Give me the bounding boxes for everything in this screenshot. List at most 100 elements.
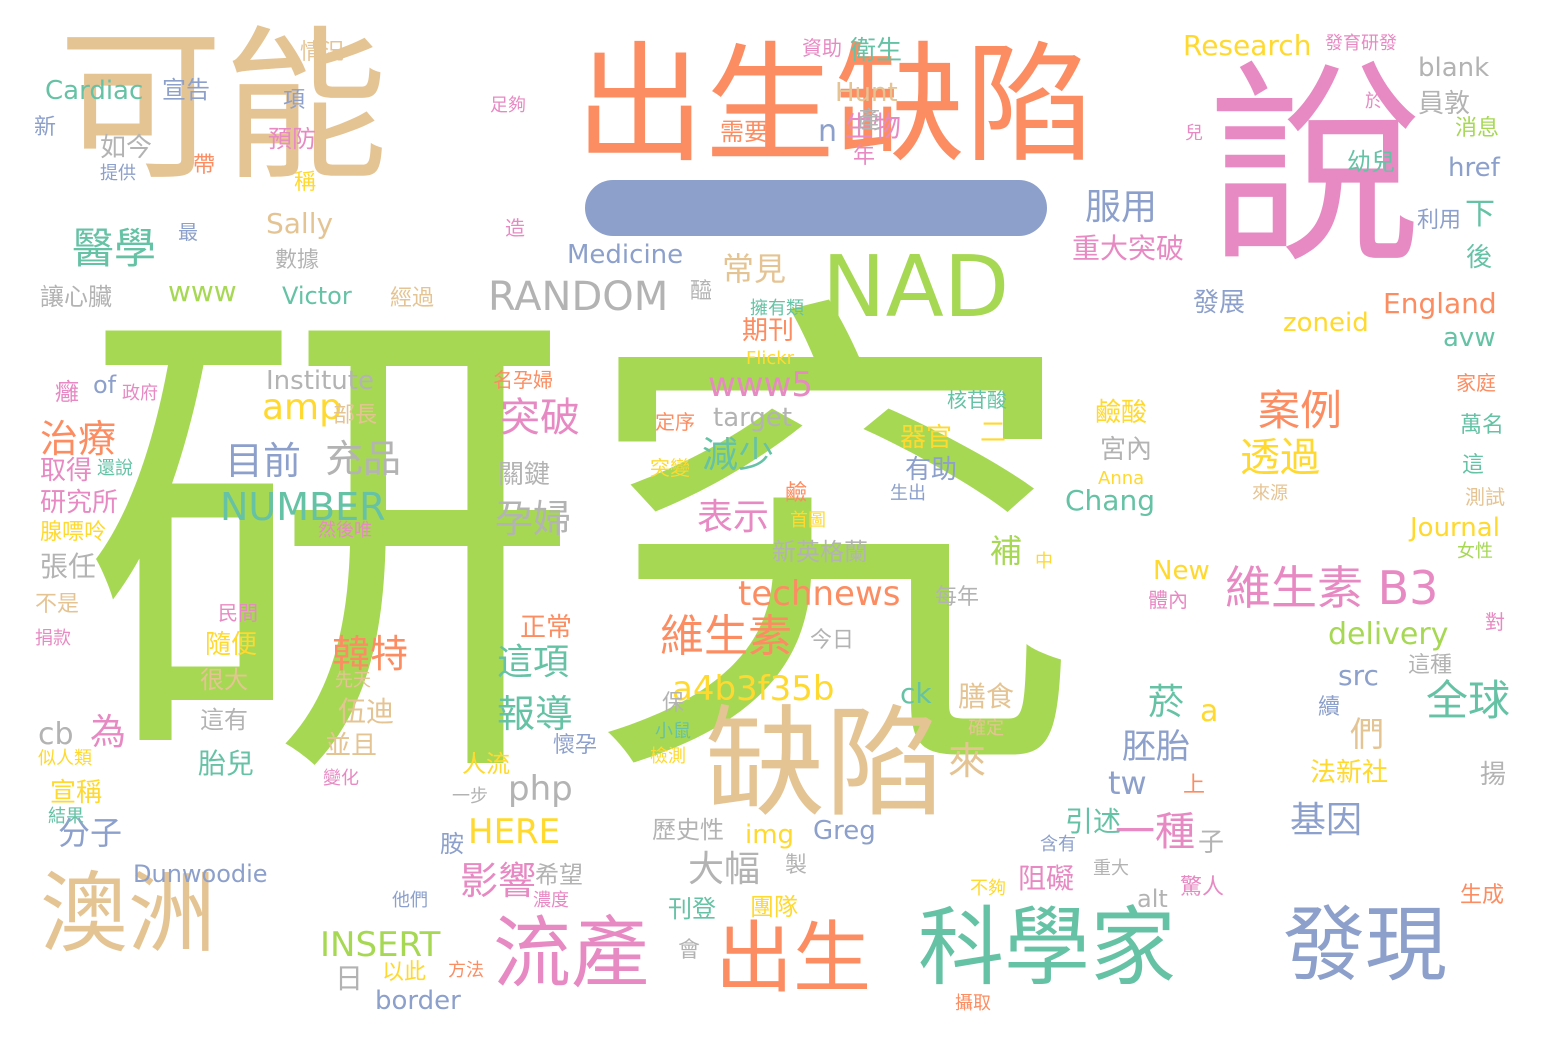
word-141: 檢測 — [650, 746, 686, 767]
word-170: 兒 — [1185, 123, 1203, 144]
word-30: 表示 — [697, 497, 770, 538]
word-72: 為 — [90, 712, 127, 753]
word-114: 民間 — [218, 601, 258, 625]
word-24: www5 — [708, 365, 814, 405]
word-80: 們 — [1350, 715, 1384, 755]
word-10: 科學家 — [918, 898, 1176, 998]
word-173: 利用 — [1417, 208, 1462, 233]
word-190: 子 — [1198, 828, 1225, 858]
word-147: 新英格蘭 — [772, 538, 868, 566]
word-96: 帶 — [193, 153, 216, 178]
word-152: 二 — [980, 418, 1007, 448]
word-145: 今日 — [810, 628, 855, 653]
word-188: 上 — [1183, 773, 1206, 798]
word-3: 說 — [1208, 42, 1423, 293]
word-198: 發育研發 — [1325, 33, 1397, 54]
word-102: 經過 — [390, 286, 435, 311]
word-49: Chang — [1065, 484, 1155, 517]
word-160: 關鍵 — [498, 460, 551, 490]
word-132: 他們 — [392, 890, 428, 911]
word-51: blank — [1418, 53, 1490, 83]
word-81: 來 — [948, 739, 987, 783]
word-91: 項 — [283, 88, 306, 113]
word-184: 這種 — [1408, 653, 1453, 678]
word-192: 含有 — [1040, 834, 1076, 855]
word-138: 團隊 — [750, 893, 798, 921]
word-126: 人流 — [462, 750, 510, 778]
word-149: 確定 — [968, 718, 1004, 739]
word-161: 定序 — [655, 410, 695, 434]
word-174: 下 — [1465, 197, 1495, 232]
word-17: NUMBER — [220, 485, 386, 529]
word-1: 可能 — [58, 11, 388, 203]
word-150: 中 — [1035, 551, 1053, 572]
word-35: delivery — [1328, 617, 1449, 652]
word-85: 衛生 — [850, 36, 903, 66]
word-168: 員敦 — [1418, 89, 1471, 119]
word-134: 方法 — [448, 960, 484, 981]
word-189: 引述 — [1065, 805, 1122, 838]
word-169: 幼兒 — [1347, 148, 1395, 176]
word-193: 重大 — [1093, 858, 1129, 879]
word-82: 補 — [990, 532, 1023, 570]
word-157: 核苷酸 — [947, 388, 1007, 412]
word-53: target — [713, 403, 793, 433]
word-34: 報導 — [497, 692, 574, 736]
word-92: 預防 — [268, 125, 316, 153]
word-18: a4b3f35b — [672, 669, 835, 709]
word-146: 每年 — [935, 585, 980, 610]
word-52: Hunt — [835, 78, 898, 108]
word-20: 案例 — [1258, 386, 1343, 435]
word-65: New — [1153, 556, 1210, 586]
word-128: 一步 — [452, 786, 488, 807]
word-57: border — [375, 986, 461, 1016]
word-100: 造 — [505, 216, 525, 240]
word-19: 全球 — [1426, 676, 1511, 725]
word-42: Victor — [282, 282, 352, 310]
word-47: avw — [1443, 323, 1496, 353]
word-70: Anna — [1098, 468, 1145, 489]
word-41: Institute — [266, 366, 374, 396]
word-119: 伍迪 — [338, 695, 395, 728]
word-22: 服用 — [1085, 187, 1158, 228]
word-40: Medicine — [567, 240, 684, 270]
word-113: 捐款 — [35, 628, 71, 649]
word-143: 保 — [662, 691, 685, 716]
word-15: 維生素 — [660, 611, 792, 662]
word-197: 生成 — [1460, 883, 1505, 908]
word-120: 並且 — [325, 731, 378, 761]
word-93: 宣告 — [162, 76, 210, 104]
word-37: 期刊 — [742, 316, 795, 346]
word-103: 讓心臟 — [40, 283, 112, 311]
word-12: 醫學 — [72, 224, 157, 273]
word-46: zoneid — [1283, 308, 1369, 338]
word-73: 分子 — [58, 814, 123, 852]
word-124: 結果 — [48, 806, 84, 827]
word-29: 治療 — [40, 417, 117, 461]
word-125: 變化 — [323, 768, 359, 789]
word-116: 很大 — [200, 666, 248, 694]
word-99: 最 — [178, 220, 198, 244]
word-64: src — [1338, 659, 1379, 692]
word-139: 歷史性 — [652, 816, 724, 844]
word-166: 重大突破 — [1072, 232, 1185, 265]
word-55: HERE — [468, 812, 561, 852]
word-8: 流產 — [493, 909, 650, 999]
word-133: 以此 — [382, 960, 427, 985]
word-121: 胎兒 — [198, 747, 255, 780]
word-78: 胚胎 — [1122, 727, 1190, 767]
word-167: 發展 — [1193, 288, 1246, 318]
word-165: 醯 — [690, 279, 713, 304]
word-66: alt — [1137, 885, 1168, 913]
word-6: 缺陷 — [705, 695, 945, 834]
word-151: 器官 — [900, 423, 953, 453]
word-45: England — [1383, 287, 1497, 320]
word-4: 一 — [585, 180, 1047, 236]
word-26: 目前 — [225, 439, 302, 483]
word-11: 發現 — [1283, 898, 1448, 993]
word-43: www — [168, 275, 237, 308]
word-186: 法新社 — [1310, 758, 1389, 788]
word-129: 胺 — [440, 830, 464, 858]
word-148: 膳食 — [958, 680, 1015, 713]
